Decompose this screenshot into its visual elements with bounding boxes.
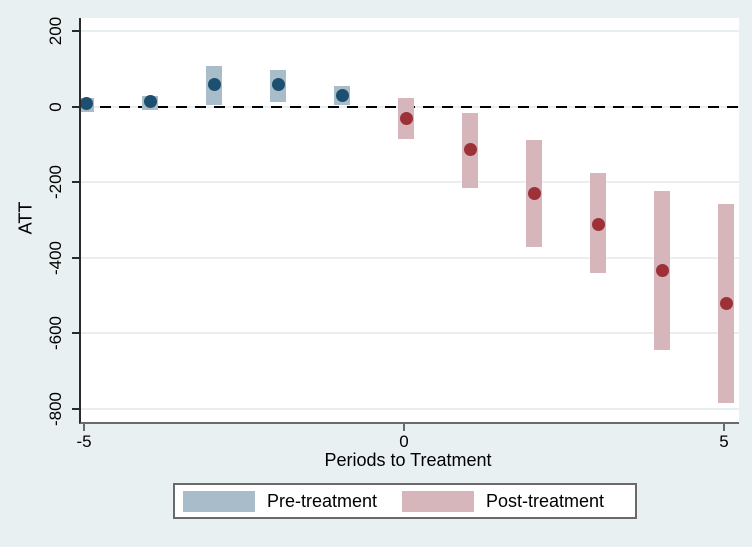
point-estimate-post-treatment (655, 264, 669, 278)
legend-swatch-pre-treatment (183, 490, 255, 512)
point-estimate-pre-treatment (207, 77, 221, 91)
point-estimate-post-treatment (591, 217, 605, 231)
legend-label-post-treatment: Post-treatment (486, 490, 605, 511)
y-axis-tick (72, 181, 79, 183)
y-tick-label: 0 (46, 101, 65, 112)
y-tick-label: 200 (46, 16, 65, 46)
y-axis-tick (72, 332, 79, 334)
x-axis-tick (723, 424, 725, 431)
point-estimate-post-treatment (399, 112, 413, 126)
point-estimate-pre-treatment (271, 78, 285, 92)
y-axis-tick (72, 105, 79, 108)
y-gridline (81, 181, 739, 183)
x-axis-tick (403, 424, 405, 431)
x-tick-label: -5 (76, 432, 92, 451)
x-axis-title: Periods to Treatment (324, 450, 492, 470)
y-gridline (81, 256, 739, 259)
point-estimate-post-treatment (719, 296, 733, 310)
y-tick-label: -600 (46, 315, 65, 351)
y-axis-tick (72, 30, 79, 32)
point-estimate-pre-treatment (335, 89, 349, 103)
y-axis-tick (72, 256, 79, 259)
point-estimate-post-treatment (527, 186, 541, 200)
point-estimate-post-treatment (463, 143, 477, 157)
legend-swatch-post-treatment (402, 490, 474, 512)
y-gridline (81, 332, 739, 334)
point-estimate-pre-treatment (81, 96, 93, 110)
plot-area (79, 18, 739, 424)
y-tick-label: -400 (46, 240, 65, 275)
legend-label-pre-treatment: Pre-treatment (267, 490, 378, 511)
y-tick-label: -200 (46, 164, 65, 200)
x-tick-label: 0 (399, 432, 409, 451)
y-gridline (81, 30, 739, 32)
y-gridline (81, 407, 739, 410)
y-axis-tick (72, 407, 79, 410)
legend: Pre-treatment Post-treatment (173, 483, 637, 519)
y-axis-title: ATT (15, 201, 36, 235)
point-estimate-pre-treatment (143, 95, 157, 109)
x-tick-label: 5 (719, 432, 729, 451)
y-tick-label: -800 (46, 391, 65, 426)
x-axis-tick (83, 424, 85, 431)
